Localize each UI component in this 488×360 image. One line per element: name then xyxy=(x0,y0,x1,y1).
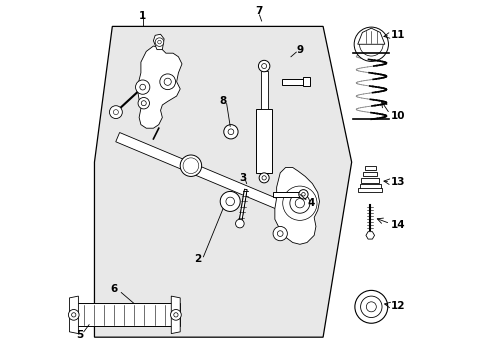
Text: 13: 13 xyxy=(390,177,405,187)
Text: 5: 5 xyxy=(77,330,83,341)
Circle shape xyxy=(298,190,307,199)
Circle shape xyxy=(68,310,79,320)
Circle shape xyxy=(359,32,382,56)
Circle shape xyxy=(160,74,175,90)
Text: 1: 1 xyxy=(139,11,146,21)
Circle shape xyxy=(155,38,163,46)
Text: 14: 14 xyxy=(390,220,405,230)
Circle shape xyxy=(277,231,283,237)
Polygon shape xyxy=(69,296,78,334)
Text: 10: 10 xyxy=(390,111,405,121)
Circle shape xyxy=(289,193,309,213)
Circle shape xyxy=(157,40,161,44)
Circle shape xyxy=(180,155,201,176)
Circle shape xyxy=(258,60,269,72)
Bar xyxy=(363,172,377,176)
Text: 3: 3 xyxy=(239,173,246,183)
Circle shape xyxy=(164,78,171,85)
Circle shape xyxy=(173,313,178,317)
Bar xyxy=(256,109,271,173)
Circle shape xyxy=(113,110,118,114)
Circle shape xyxy=(301,193,305,196)
Bar xyxy=(77,303,180,327)
Circle shape xyxy=(259,173,268,183)
Polygon shape xyxy=(365,231,374,239)
Text: 6: 6 xyxy=(110,284,118,294)
Polygon shape xyxy=(171,296,180,334)
Polygon shape xyxy=(116,132,306,220)
Bar xyxy=(359,184,380,189)
Circle shape xyxy=(261,64,266,68)
Circle shape xyxy=(141,101,146,106)
Bar xyxy=(272,192,299,197)
Circle shape xyxy=(220,192,240,211)
Circle shape xyxy=(109,106,122,118)
Circle shape xyxy=(353,27,387,62)
Text: 9: 9 xyxy=(296,45,303,55)
Text: 11: 11 xyxy=(390,30,405,40)
Bar xyxy=(364,166,375,170)
Circle shape xyxy=(360,296,381,318)
Bar xyxy=(282,79,305,85)
Circle shape xyxy=(224,125,238,139)
Text: 8: 8 xyxy=(219,96,226,107)
Circle shape xyxy=(227,129,233,135)
Circle shape xyxy=(366,302,376,312)
Circle shape xyxy=(354,291,387,323)
Circle shape xyxy=(282,186,316,220)
Polygon shape xyxy=(153,34,164,50)
Circle shape xyxy=(262,176,266,180)
Bar xyxy=(358,188,381,192)
Text: 7: 7 xyxy=(255,6,262,17)
Circle shape xyxy=(170,310,181,320)
Text: 2: 2 xyxy=(194,253,201,264)
Polygon shape xyxy=(137,46,182,128)
Circle shape xyxy=(235,219,244,228)
Circle shape xyxy=(272,226,287,241)
Text: 4: 4 xyxy=(306,198,314,208)
Bar xyxy=(260,71,267,109)
Circle shape xyxy=(186,161,195,170)
Circle shape xyxy=(183,158,198,174)
Circle shape xyxy=(225,197,234,206)
Polygon shape xyxy=(94,26,351,337)
Bar xyxy=(361,178,378,183)
Circle shape xyxy=(71,313,76,317)
Bar xyxy=(303,77,309,86)
Circle shape xyxy=(140,84,145,90)
Polygon shape xyxy=(357,28,384,44)
Circle shape xyxy=(135,80,149,94)
Circle shape xyxy=(295,199,304,208)
Polygon shape xyxy=(274,167,319,244)
Text: 12: 12 xyxy=(390,301,405,311)
Circle shape xyxy=(138,98,149,109)
